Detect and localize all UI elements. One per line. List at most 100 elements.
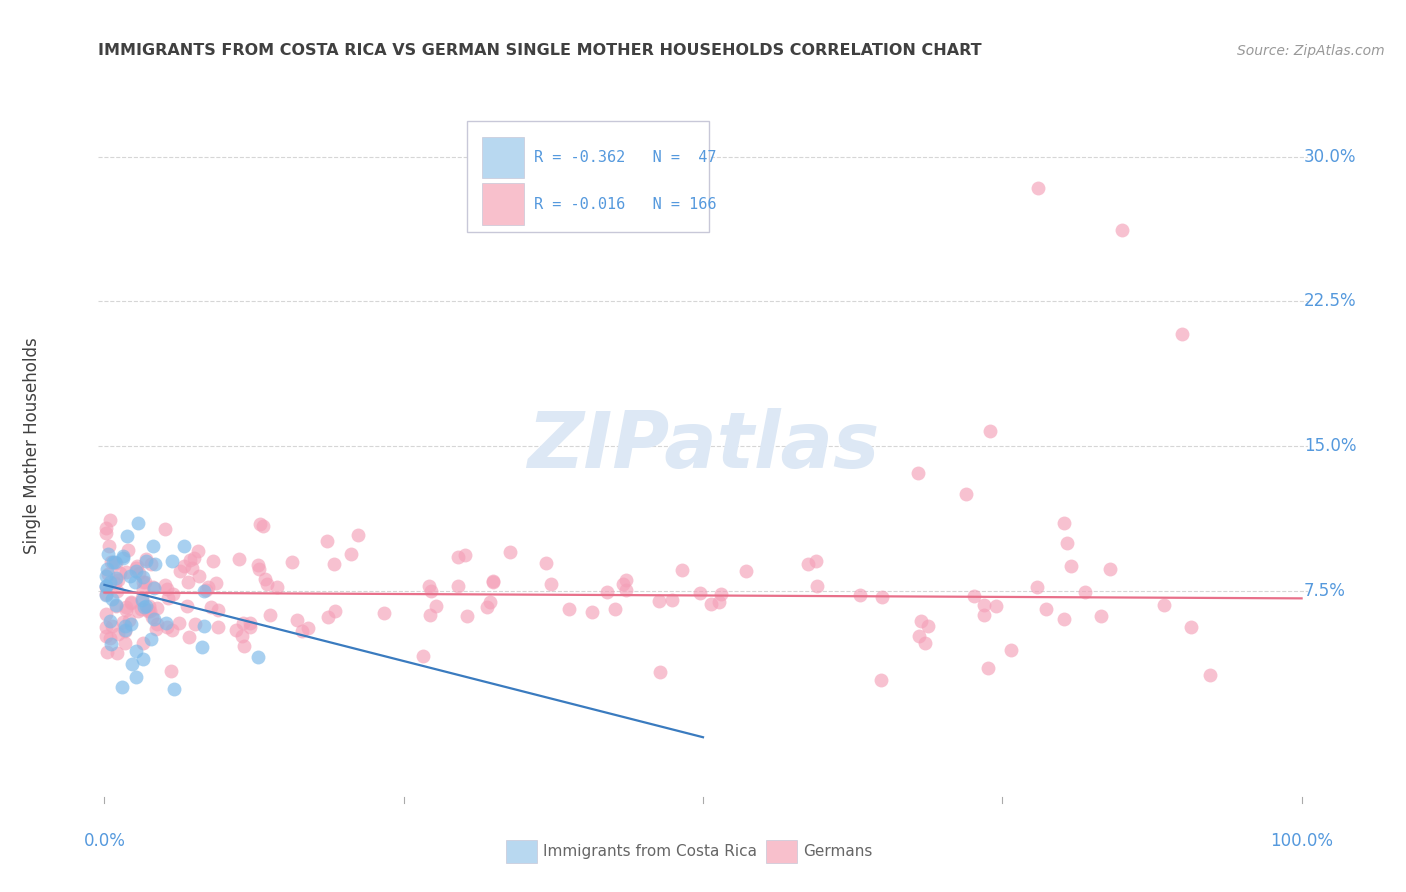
Point — [156, 591, 179, 605]
Point — [112, 549, 135, 563]
Point — [806, 579, 828, 593]
Point — [136, 603, 159, 617]
Point — [910, 615, 932, 629]
Point — [141, 632, 163, 646]
Point — [134, 574, 156, 589]
Point — [734, 564, 756, 578]
Point — [540, 577, 562, 591]
Point — [179, 630, 201, 644]
Point — [247, 562, 270, 576]
Point — [104, 599, 127, 614]
Point — [581, 605, 603, 619]
Point — [94, 569, 117, 583]
Point — [115, 565, 138, 579]
Text: 100.0%: 100.0% — [1270, 831, 1333, 850]
Point — [142, 539, 165, 553]
Point — [447, 579, 470, 593]
Point — [184, 616, 207, 631]
Point — [125, 644, 148, 658]
Point — [125, 559, 148, 574]
Point — [266, 580, 288, 594]
Point — [177, 575, 200, 590]
Point — [419, 608, 441, 623]
Text: 7.5%: 7.5% — [1303, 582, 1346, 599]
Point — [141, 610, 163, 624]
Point — [870, 673, 893, 687]
Point — [373, 607, 395, 621]
Point — [127, 604, 149, 618]
FancyBboxPatch shape — [467, 121, 709, 232]
Point — [100, 618, 122, 632]
Point — [104, 554, 127, 568]
Point — [202, 554, 225, 568]
Point — [153, 577, 176, 591]
Point — [482, 575, 505, 590]
Point — [132, 574, 155, 589]
Point — [136, 604, 159, 618]
Point — [94, 620, 117, 634]
Point — [1035, 602, 1057, 616]
Point — [169, 615, 191, 630]
Point — [94, 521, 117, 535]
Point — [963, 589, 986, 603]
Point — [239, 615, 262, 630]
Point — [246, 650, 269, 665]
Point — [804, 554, 827, 568]
Point — [447, 549, 470, 564]
Point — [1074, 584, 1097, 599]
Point — [917, 619, 939, 633]
Point — [112, 551, 135, 566]
Point — [120, 595, 142, 609]
Point — [156, 620, 179, 634]
Point — [973, 598, 995, 612]
Point — [94, 607, 117, 621]
Point — [115, 600, 138, 615]
Point — [132, 636, 155, 650]
Point — [1025, 580, 1047, 594]
Point — [94, 587, 117, 601]
Point — [94, 628, 117, 642]
Point — [595, 585, 617, 599]
Point — [205, 575, 228, 590]
Point — [475, 599, 498, 614]
Text: R = -0.362   N =  47: R = -0.362 N = 47 — [534, 150, 716, 165]
Point — [114, 624, 136, 638]
Point — [143, 581, 166, 595]
Point — [973, 607, 995, 622]
Point — [603, 601, 626, 615]
Point — [132, 582, 155, 596]
Point — [977, 661, 1000, 675]
Point — [318, 610, 340, 624]
Point — [231, 629, 253, 643]
Point — [914, 636, 936, 650]
Text: Immigrants from Costa Rica: Immigrants from Costa Rica — [543, 845, 756, 859]
Point — [1056, 536, 1078, 550]
Point — [111, 680, 134, 694]
Point — [117, 543, 139, 558]
Point — [1198, 668, 1220, 682]
Point — [955, 487, 977, 501]
Point — [614, 582, 637, 597]
Point — [163, 681, 186, 696]
Point — [200, 600, 222, 615]
Point — [176, 599, 198, 613]
Point — [256, 577, 278, 591]
Point — [1060, 559, 1083, 574]
Point — [1026, 180, 1049, 194]
Point — [118, 613, 141, 627]
Point — [907, 466, 929, 480]
Point — [104, 575, 127, 590]
Point — [707, 595, 730, 609]
Point — [118, 569, 141, 583]
Bar — [482, 137, 524, 178]
Point — [98, 632, 121, 646]
Point — [197, 580, 219, 594]
Point — [285, 613, 308, 627]
Point — [143, 612, 166, 626]
Point — [700, 597, 723, 611]
Point — [155, 616, 177, 631]
Point — [425, 599, 447, 614]
Point — [97, 566, 120, 581]
Point — [145, 622, 167, 636]
Point — [207, 620, 229, 634]
